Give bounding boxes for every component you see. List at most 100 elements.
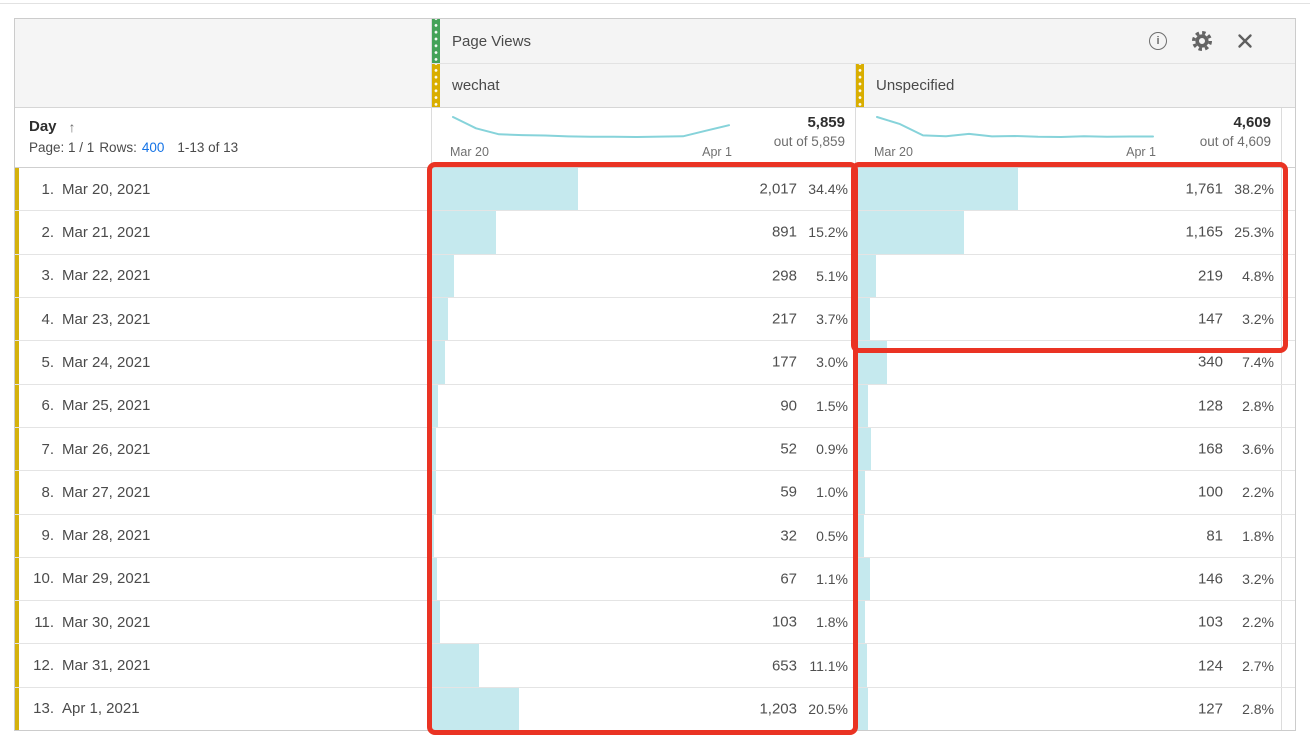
row-day-cell[interactable]: 13. Apr 1, 2021 xyxy=(15,687,431,731)
cell-value: 124 xyxy=(1197,657,1223,675)
cell-unspecified[interactable]: 1,761 38.2% xyxy=(855,168,1281,211)
row-day-cell[interactable]: 9. Mar 28, 2021 xyxy=(15,514,431,557)
cell-wechat[interactable]: 59 1.0% xyxy=(431,471,855,514)
sparkline-cell-wechat[interactable]: Mar 20 Apr 1 5,859 out of 5,859 xyxy=(431,108,855,167)
cell-unspecified[interactable]: 1,165 25.3% xyxy=(855,211,1281,254)
row-day-cell[interactable]: 4. Mar 23, 2021 xyxy=(15,297,431,341)
row-day-cell[interactable]: 2. Mar 21, 2021 xyxy=(15,211,431,254)
cell-unspecified[interactable]: 127 2.8% xyxy=(855,687,1281,731)
table-row[interactable]: 4. Mar 23, 2021 217 3.7% 147 3.2% xyxy=(15,297,1295,342)
table-row[interactable]: 12. Mar 31, 2021 653 11.1% 124 2.7% xyxy=(15,644,1295,688)
table-row[interactable]: 3. Mar 22, 2021 298 5.1% 219 4.8% xyxy=(15,254,1295,298)
value-bar xyxy=(432,254,454,297)
row-day-cell[interactable]: 1. Mar 20, 2021 xyxy=(15,168,431,211)
info-icon[interactable]: i xyxy=(1149,32,1167,50)
cell-wechat[interactable]: 2,017 34.4% xyxy=(431,168,855,211)
row-rank: 1. xyxy=(41,180,54,198)
column-accent-bar xyxy=(432,64,440,107)
rows-count-link[interactable]: 400 xyxy=(141,140,165,155)
cell-wechat[interactable]: 52 0.9% xyxy=(431,427,855,471)
cell-wechat[interactable]: 67 1.1% xyxy=(431,557,855,601)
table-row[interactable]: 7. Mar 26, 2021 52 0.9% 168 3.6% xyxy=(15,427,1295,472)
close-icon[interactable] xyxy=(1237,33,1253,49)
cell-unspecified[interactable]: 128 2.8% xyxy=(855,384,1281,427)
table-row[interactable]: 13. Apr 1, 2021 1,203 20.5% 127 2.8% xyxy=(15,687,1295,731)
column-header-wechat[interactable]: wechat xyxy=(431,64,855,108)
table-row[interactable]: 1. Mar 20, 2021 2,017 34.4% 1,761 38.2% xyxy=(15,168,1295,212)
row-day-cell[interactable]: 3. Mar 22, 2021 xyxy=(15,254,431,297)
table-body: 1. Mar 20, 2021 2,017 34.4% 1,761 38.2% 2. Mar … xyxy=(15,168,1295,731)
table-row[interactable]: 6. Mar 25, 2021 90 1.5% 128 2.8% xyxy=(15,384,1295,428)
cell-value: 90 xyxy=(780,397,797,415)
cell-percent: 11.1% xyxy=(809,657,848,674)
cell-wechat[interactable]: 298 5.1% xyxy=(431,254,855,297)
top-divider xyxy=(0,3,1310,4)
cell-unspecified[interactable]: 124 2.7% xyxy=(855,644,1281,687)
header-corner-cell xyxy=(15,19,431,64)
cell-unspecified[interactable]: 103 2.2% xyxy=(855,601,1281,644)
table-row[interactable]: 11. Mar 30, 2021 103 1.8% 103 2.2% xyxy=(15,601,1295,645)
row-accent-stripe xyxy=(15,514,19,557)
cell-wechat[interactable]: 90 1.5% xyxy=(431,384,855,427)
axis-start-label: Mar 20 xyxy=(450,145,489,159)
row-rank: 5. xyxy=(41,353,54,371)
cell-unspecified[interactable]: 146 3.2% xyxy=(855,557,1281,601)
cell-wechat[interactable]: 1,203 20.5% xyxy=(431,687,855,731)
filler-column xyxy=(1281,644,1295,687)
table-row[interactable]: 9. Mar 28, 2021 32 0.5% 81 1.8% xyxy=(15,514,1295,558)
row-accent-stripe xyxy=(15,557,19,601)
cell-unspecified[interactable]: 219 4.8% xyxy=(855,254,1281,297)
sparkline-chart xyxy=(876,116,1154,138)
row-day-label: Mar 30, 2021 xyxy=(62,613,151,631)
table-row[interactable]: 10. Mar 29, 2021 67 1.1% 146 3.2% xyxy=(15,557,1295,602)
metric-header-cell[interactable]: Page Views i xyxy=(431,19,1295,64)
cell-unspecified[interactable]: 81 1.8% xyxy=(855,514,1281,557)
cell-value: 298 xyxy=(771,267,797,285)
table-row[interactable]: 2. Mar 21, 2021 891 15.2% 1,165 25.3% xyxy=(15,211,1295,255)
dimension-header-row: Day ↑ Page: 1 / 1 Rows: 400 1-13 of 13 M… xyxy=(15,108,1295,168)
cell-wechat[interactable]: 177 3.0% xyxy=(431,341,855,384)
metric-accent-bar xyxy=(432,19,440,63)
value-bar xyxy=(856,341,888,384)
value-bar xyxy=(856,687,868,731)
row-day-label: Mar 22, 2021 xyxy=(62,267,151,285)
cell-wechat[interactable]: 891 15.2% xyxy=(431,211,855,254)
cell-value: 100 xyxy=(1197,483,1223,501)
row-day-cell[interactable]: 7. Mar 26, 2021 xyxy=(15,427,431,471)
settings-gear-icon[interactable] xyxy=(1191,30,1213,52)
filler-column xyxy=(1281,384,1295,427)
metric-header-row: Page Views i xyxy=(15,19,1295,64)
cell-percent: 3.2% xyxy=(1242,570,1274,587)
cell-unspecified[interactable]: 147 3.2% xyxy=(855,297,1281,341)
row-day-cell[interactable]: 11. Mar 30, 2021 xyxy=(15,601,431,644)
table-row[interactable]: 8. Mar 27, 2021 59 1.0% 100 2.2% xyxy=(15,471,1295,515)
value-bar xyxy=(432,471,437,514)
row-day-cell[interactable]: 12. Mar 31, 2021 xyxy=(15,644,431,687)
cell-unspecified[interactable]: 168 3.6% xyxy=(855,427,1281,471)
value-bar xyxy=(856,644,868,687)
sparkline-chart xyxy=(452,116,730,138)
column-header-unspecified[interactable]: Unspecified xyxy=(855,64,1295,108)
row-day-label: Mar 23, 2021 xyxy=(62,310,151,328)
row-day-cell[interactable]: 10. Mar 29, 2021 xyxy=(15,557,431,601)
filler-column xyxy=(1281,687,1295,731)
cell-wechat[interactable]: 32 0.5% xyxy=(431,514,855,557)
cell-value: 32 xyxy=(780,527,797,545)
sort-ascending-icon[interactable]: ↑ xyxy=(68,118,76,135)
sparkline-cell-unspecified[interactable]: Mar 20 Apr 1 4,609 out of 4,609 xyxy=(855,108,1281,167)
cell-unspecified[interactable]: 100 2.2% xyxy=(855,471,1281,514)
cell-wechat[interactable]: 103 1.8% xyxy=(431,601,855,644)
dimension-header-cell[interactable]: Day ↑ Page: 1 / 1 Rows: 400 1-13 of 13 xyxy=(15,108,431,167)
cell-wechat[interactable]: 653 11.1% xyxy=(431,644,855,687)
row-day-cell[interactable]: 5. Mar 24, 2021 xyxy=(15,341,431,384)
row-rank: 7. xyxy=(41,440,54,458)
cell-unspecified[interactable]: 340 7.4% xyxy=(855,341,1281,384)
cell-percent: 0.5% xyxy=(816,527,848,544)
value-bar xyxy=(856,254,877,297)
cell-wechat[interactable]: 217 3.7% xyxy=(431,297,855,341)
cell-percent: 7.4% xyxy=(1242,354,1274,371)
table-row[interactable]: 5. Mar 24, 2021 177 3.0% 340 7.4% xyxy=(15,341,1295,385)
row-day-cell[interactable]: 8. Mar 27, 2021 xyxy=(15,471,431,514)
row-day-cell[interactable]: 6. Mar 25, 2021 xyxy=(15,384,431,427)
row-accent-stripe xyxy=(15,427,19,471)
